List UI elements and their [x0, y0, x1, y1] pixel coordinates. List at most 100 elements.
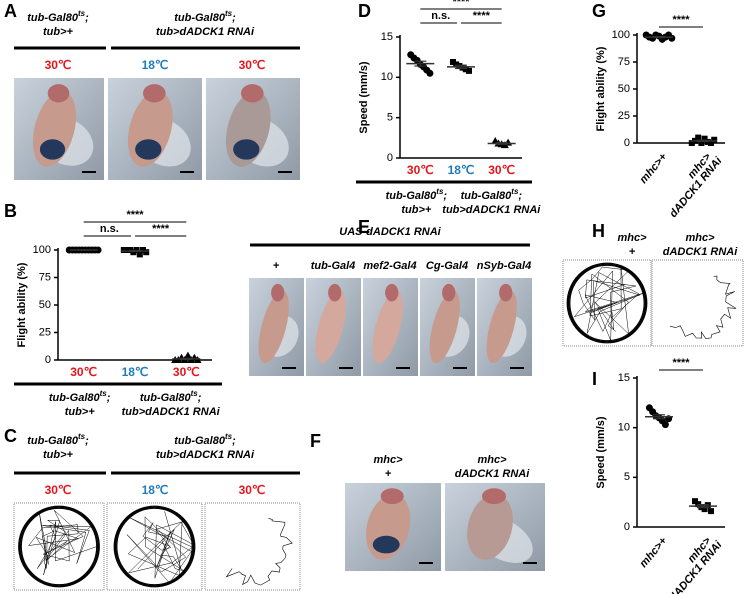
genotype-text: ;	[443, 190, 447, 202]
category-label: 30℃	[488, 163, 515, 177]
panel-e-title: UAS-dADCK1 RNAi	[339, 226, 441, 238]
category-label: 18℃	[122, 365, 149, 379]
data-point	[698, 140, 705, 146]
y-tick-label: 0	[45, 354, 51, 366]
genotype-text: ;	[85, 435, 89, 447]
genotype-label: tub-Gal80ts;	[386, 187, 448, 202]
genotype-label: dADCK1 RNAi	[455, 468, 531, 480]
y-axis-label: Flight ability (%)	[16, 262, 28, 347]
track-ring	[569, 264, 646, 342]
panel-label: E	[358, 217, 370, 237]
fly-body	[429, 290, 460, 364]
y-tick-label: 0	[624, 521, 630, 533]
data-point	[426, 69, 434, 77]
y-axis-label: Speed (mm/s)	[358, 61, 370, 133]
track-ring	[18, 506, 100, 587]
significance-label: n.s.	[100, 223, 119, 235]
genotype-superscript: ts	[191, 389, 199, 398]
genotype-text: tub-Gal80	[174, 12, 226, 24]
fly-head	[143, 84, 166, 103]
data-point	[661, 421, 669, 429]
temperature-label: 30℃	[45, 483, 72, 497]
genotype-label: tub-Gal80ts;	[461, 187, 523, 202]
panel-label: B	[4, 201, 17, 221]
genotype-text: ;	[518, 190, 522, 202]
data-point	[183, 351, 192, 359]
track-ring	[116, 507, 193, 586]
fly-head	[385, 283, 399, 302]
track-ring	[567, 263, 647, 343]
panel-label: G	[592, 1, 606, 21]
genotype-label: tub-Gal80ts;	[140, 389, 202, 404]
track-ring	[19, 506, 99, 587]
y-tick-label: 10	[381, 71, 393, 83]
genotype-superscript: ts	[225, 432, 233, 441]
track-path	[126, 511, 195, 584]
genotype-label: tub-Gal80ts;	[49, 389, 111, 404]
y-tick-label: 15	[381, 31, 393, 43]
genotype-text: ;	[198, 392, 202, 404]
genotype-label: tub-Gal80ts;	[27, 432, 89, 447]
y-tick-label: 75	[618, 56, 630, 68]
data-point	[140, 247, 146, 253]
genotype-label: tub>dADCK1 RNAi	[156, 26, 255, 38]
driver-label: nSyb-Gal4	[477, 260, 531, 272]
panel-label: F	[310, 431, 321, 451]
fly-head	[271, 283, 285, 302]
track-path	[225, 518, 293, 586]
y-tick-label: 25	[39, 326, 51, 338]
track-frame	[562, 259, 652, 347]
temperature-label: 18℃	[142, 483, 169, 497]
track-ring	[18, 505, 100, 588]
temperature-label: 30℃	[239, 58, 266, 72]
genotype-text: tub-Gal80	[386, 190, 438, 202]
genotype-label: tub-Gal80ts;	[174, 432, 236, 447]
fly-body	[258, 290, 289, 364]
y-tick-label: 5	[387, 112, 393, 124]
genotype-text: ;	[85, 12, 89, 24]
genotype-text: tub-Gal80	[174, 435, 226, 447]
y-tick-label: 25	[618, 110, 630, 122]
driver-label: tub-Gal4	[311, 260, 356, 272]
category-label: 30℃	[70, 365, 97, 379]
genotype-superscript: ts	[511, 187, 519, 196]
data-point	[701, 506, 708, 513]
fly-head	[380, 488, 404, 505]
y-tick-label: 10	[618, 422, 630, 434]
genotype-text: ;	[232, 435, 236, 447]
fly-head	[442, 283, 456, 302]
genotype-text: ;	[232, 12, 236, 24]
genotype-superscript: ts	[225, 9, 233, 18]
driver-label: +	[273, 260, 280, 272]
genotype-label: tub>+	[65, 406, 96, 418]
significance-label: ****	[473, 10, 491, 22]
category-label: mhc>+	[638, 151, 670, 186]
y-axis-label: Speed (mm/s)	[595, 416, 607, 488]
genotype-text: ;	[107, 392, 111, 404]
category-label: 30℃	[407, 163, 434, 177]
data-point	[143, 249, 150, 256]
genotype-superscript: ts	[436, 187, 444, 196]
genotype-text: tub-Gal80	[140, 392, 192, 404]
data-point	[466, 67, 472, 74]
y-tick-label: 100	[33, 244, 51, 256]
genotype-label: tub>+	[43, 449, 74, 461]
significance-label: ****	[126, 209, 144, 221]
data-point	[453, 61, 460, 68]
fly-body	[372, 290, 403, 364]
panel-label: D	[358, 1, 371, 21]
data-point	[711, 136, 718, 143]
data-point	[136, 251, 143, 258]
genotype-text: tub-Gal80	[49, 392, 101, 404]
genotype-label: tub>+	[401, 204, 432, 216]
fly-head	[47, 84, 70, 103]
fly-head	[241, 84, 264, 103]
fly-head	[499, 283, 513, 302]
fly-abdomen	[135, 139, 162, 160]
track-frame	[204, 502, 301, 591]
data-point	[450, 59, 456, 66]
temperature-label: 18℃	[142, 58, 169, 72]
driver-label: Cg-Gal4	[426, 260, 468, 272]
track-ring	[567, 263, 647, 343]
